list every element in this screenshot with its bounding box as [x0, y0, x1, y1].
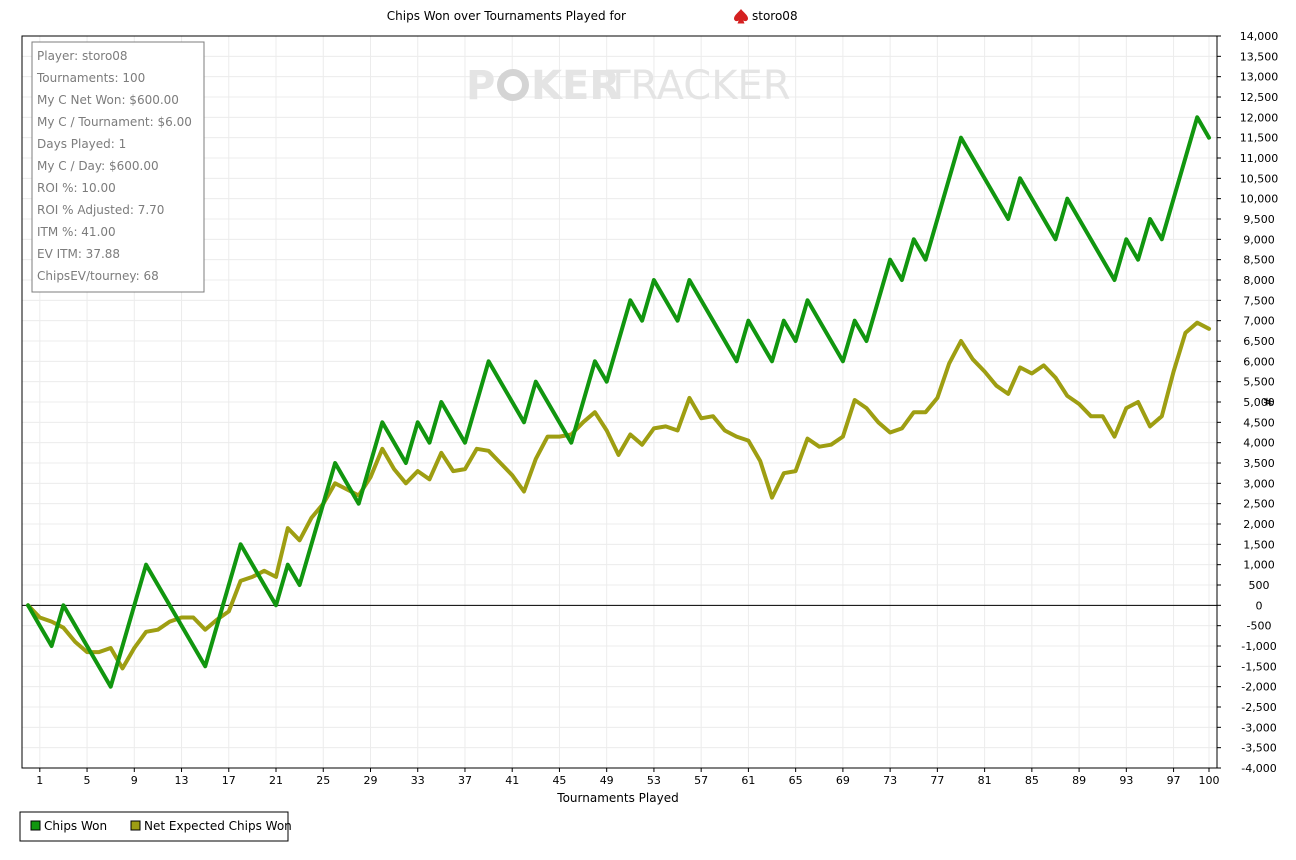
y-tick-label: 3,000	[1243, 477, 1275, 490]
y-tick-label: 6,500	[1243, 335, 1275, 348]
y-tick-label: -1,500	[1241, 660, 1276, 673]
y-tick-label: 5,000	[1243, 396, 1275, 409]
x-tick-label: 17	[222, 774, 236, 787]
y-tick-label: 0	[1256, 599, 1263, 612]
y-tick-label: 3,500	[1243, 457, 1275, 470]
y-tick-label: 13,500	[1240, 50, 1279, 63]
y-tick-label: -3,500	[1241, 742, 1276, 755]
y-tick-label: -2,500	[1241, 701, 1276, 714]
x-tick-label: 53	[647, 774, 661, 787]
x-tick-label: 85	[1025, 774, 1039, 787]
y-tick-label: -3,000	[1241, 721, 1276, 734]
watermark-text: TRACKER	[605, 63, 791, 109]
y-tick-label: -2,000	[1241, 681, 1276, 694]
x-tick-label: 73	[883, 774, 897, 787]
y-tick-label: 2,000	[1243, 518, 1275, 531]
x-tick-label: 97	[1167, 774, 1181, 787]
legend-label: Chips Won	[44, 819, 107, 833]
player-icon	[734, 9, 748, 24]
x-tick-label: 5	[84, 774, 91, 787]
x-axis: 1 5 9 13 17 21 25 29 33 37 41 45 49 53 57 61 65 69 73 77 81 8…	[36, 768, 1220, 787]
x-tick-label: 81	[978, 774, 992, 787]
stats-line: Tournaments: 100	[36, 71, 145, 85]
x-tick-label: 21	[269, 774, 283, 787]
x-tick-label: 1	[36, 774, 43, 787]
y-tick-label: 10,000	[1240, 193, 1279, 206]
y-tick-label: 9,500	[1243, 213, 1275, 226]
x-tick-label: 93	[1119, 774, 1133, 787]
stats-list: Player: storo08 Tournaments: 100 My C Net …	[36, 49, 192, 283]
y-axis-label: #	[1261, 397, 1275, 407]
y-tick-label: 14,000	[1240, 30, 1279, 43]
y-tick-label: 500	[1249, 579, 1270, 592]
x-tick-label: 100	[1199, 774, 1220, 787]
y-tick-label: 1,500	[1243, 538, 1275, 551]
legend-items: Chips Won Net Expected Chips Won	[30, 819, 292, 833]
stats-line: My C / Tournament: $6.00	[37, 115, 192, 129]
stats-line: Days Played: 1	[37, 137, 126, 151]
x-tick-label: 37	[458, 774, 472, 787]
y-tick-label: -500	[1247, 620, 1272, 633]
x-tick-label: 77	[930, 774, 944, 787]
y-tick-label: 7,000	[1243, 315, 1275, 328]
stats-line: EV ITM: 37.88	[37, 247, 120, 261]
x-tick-label: 89	[1072, 774, 1086, 787]
stats-line: My C / Day: $600.00	[37, 159, 159, 173]
watermark-text: P	[466, 63, 495, 109]
poker-chip-center	[504, 76, 522, 94]
y-tick-label: -4,000	[1241, 762, 1276, 775]
stats-line: My C Net Won: $600.00	[37, 93, 179, 107]
stats-line: ITM %: 41.00	[37, 225, 116, 239]
y-tick-label: 8,000	[1243, 274, 1275, 287]
series-line	[26, 320, 1211, 671]
x-tick-label: 45	[552, 774, 566, 787]
stats-line: ChipsEV/tourney: 68	[37, 269, 159, 283]
x-tick-label: 13	[175, 774, 189, 787]
x-tick-label: 33	[411, 774, 425, 787]
legend-swatch	[30, 820, 41, 831]
y-tick-label: 5,500	[1243, 376, 1275, 389]
chart-title-player: storo08	[752, 9, 798, 23]
x-tick-label: 49	[600, 774, 614, 787]
x-tick-label: 29	[363, 774, 377, 787]
x-tick-label: 57	[694, 774, 708, 787]
y-tick-label: 10,500	[1240, 172, 1279, 185]
y-tick-label: 7,500	[1243, 294, 1275, 307]
y-tick-label: 4,500	[1243, 416, 1275, 429]
y-tick-label: 8,500	[1243, 254, 1275, 267]
y-tick-label: 12,000	[1240, 111, 1279, 124]
legend-swatch	[130, 820, 141, 831]
y-tick-label: 13,000	[1240, 71, 1279, 84]
series-lines	[26, 115, 1211, 689]
x-tick-label: 25	[316, 774, 330, 787]
x-tick-label: 65	[789, 774, 803, 787]
x-tick-label: 61	[741, 774, 755, 787]
chart-title: Chips Won over Tournaments Played for	[387, 9, 626, 23]
series-line	[26, 115, 1211, 689]
stats-box	[31, 41, 205, 293]
legend	[19, 811, 289, 842]
stats-line: Player: storo08	[37, 49, 128, 63]
x-tick-label: 9	[131, 774, 138, 787]
stats-line: ROI % Adjusted: 7.70	[37, 203, 164, 217]
watermark-text: KER	[531, 63, 620, 109]
y-tick-label: 6,000	[1243, 355, 1275, 368]
y-tick-label: 4,000	[1243, 437, 1275, 450]
watermark-logo: P KER TRACKER	[466, 63, 791, 109]
y-axis: 14,000 13,500 13,000 12,500 12,000 11,500 11,0…	[1217, 30, 1278, 775]
y-tick-label: 2,500	[1243, 498, 1275, 511]
y-tick-label: -1,000	[1241, 640, 1276, 653]
y-tick-label: 1,000	[1243, 559, 1275, 572]
x-tick-label: 69	[836, 774, 850, 787]
x-tick-label: 41	[505, 774, 519, 787]
legend-label: Net Expected Chips Won	[144, 819, 292, 833]
y-tick-label: 12,500	[1240, 91, 1279, 104]
y-tick-label: 11,500	[1240, 132, 1279, 145]
x-axis-label: Tournaments Played	[556, 791, 678, 805]
y-tick-label: 9,000	[1243, 233, 1275, 246]
stats-line: ROI %: 10.00	[37, 181, 116, 195]
y-tick-label: 11,000	[1240, 152, 1279, 165]
